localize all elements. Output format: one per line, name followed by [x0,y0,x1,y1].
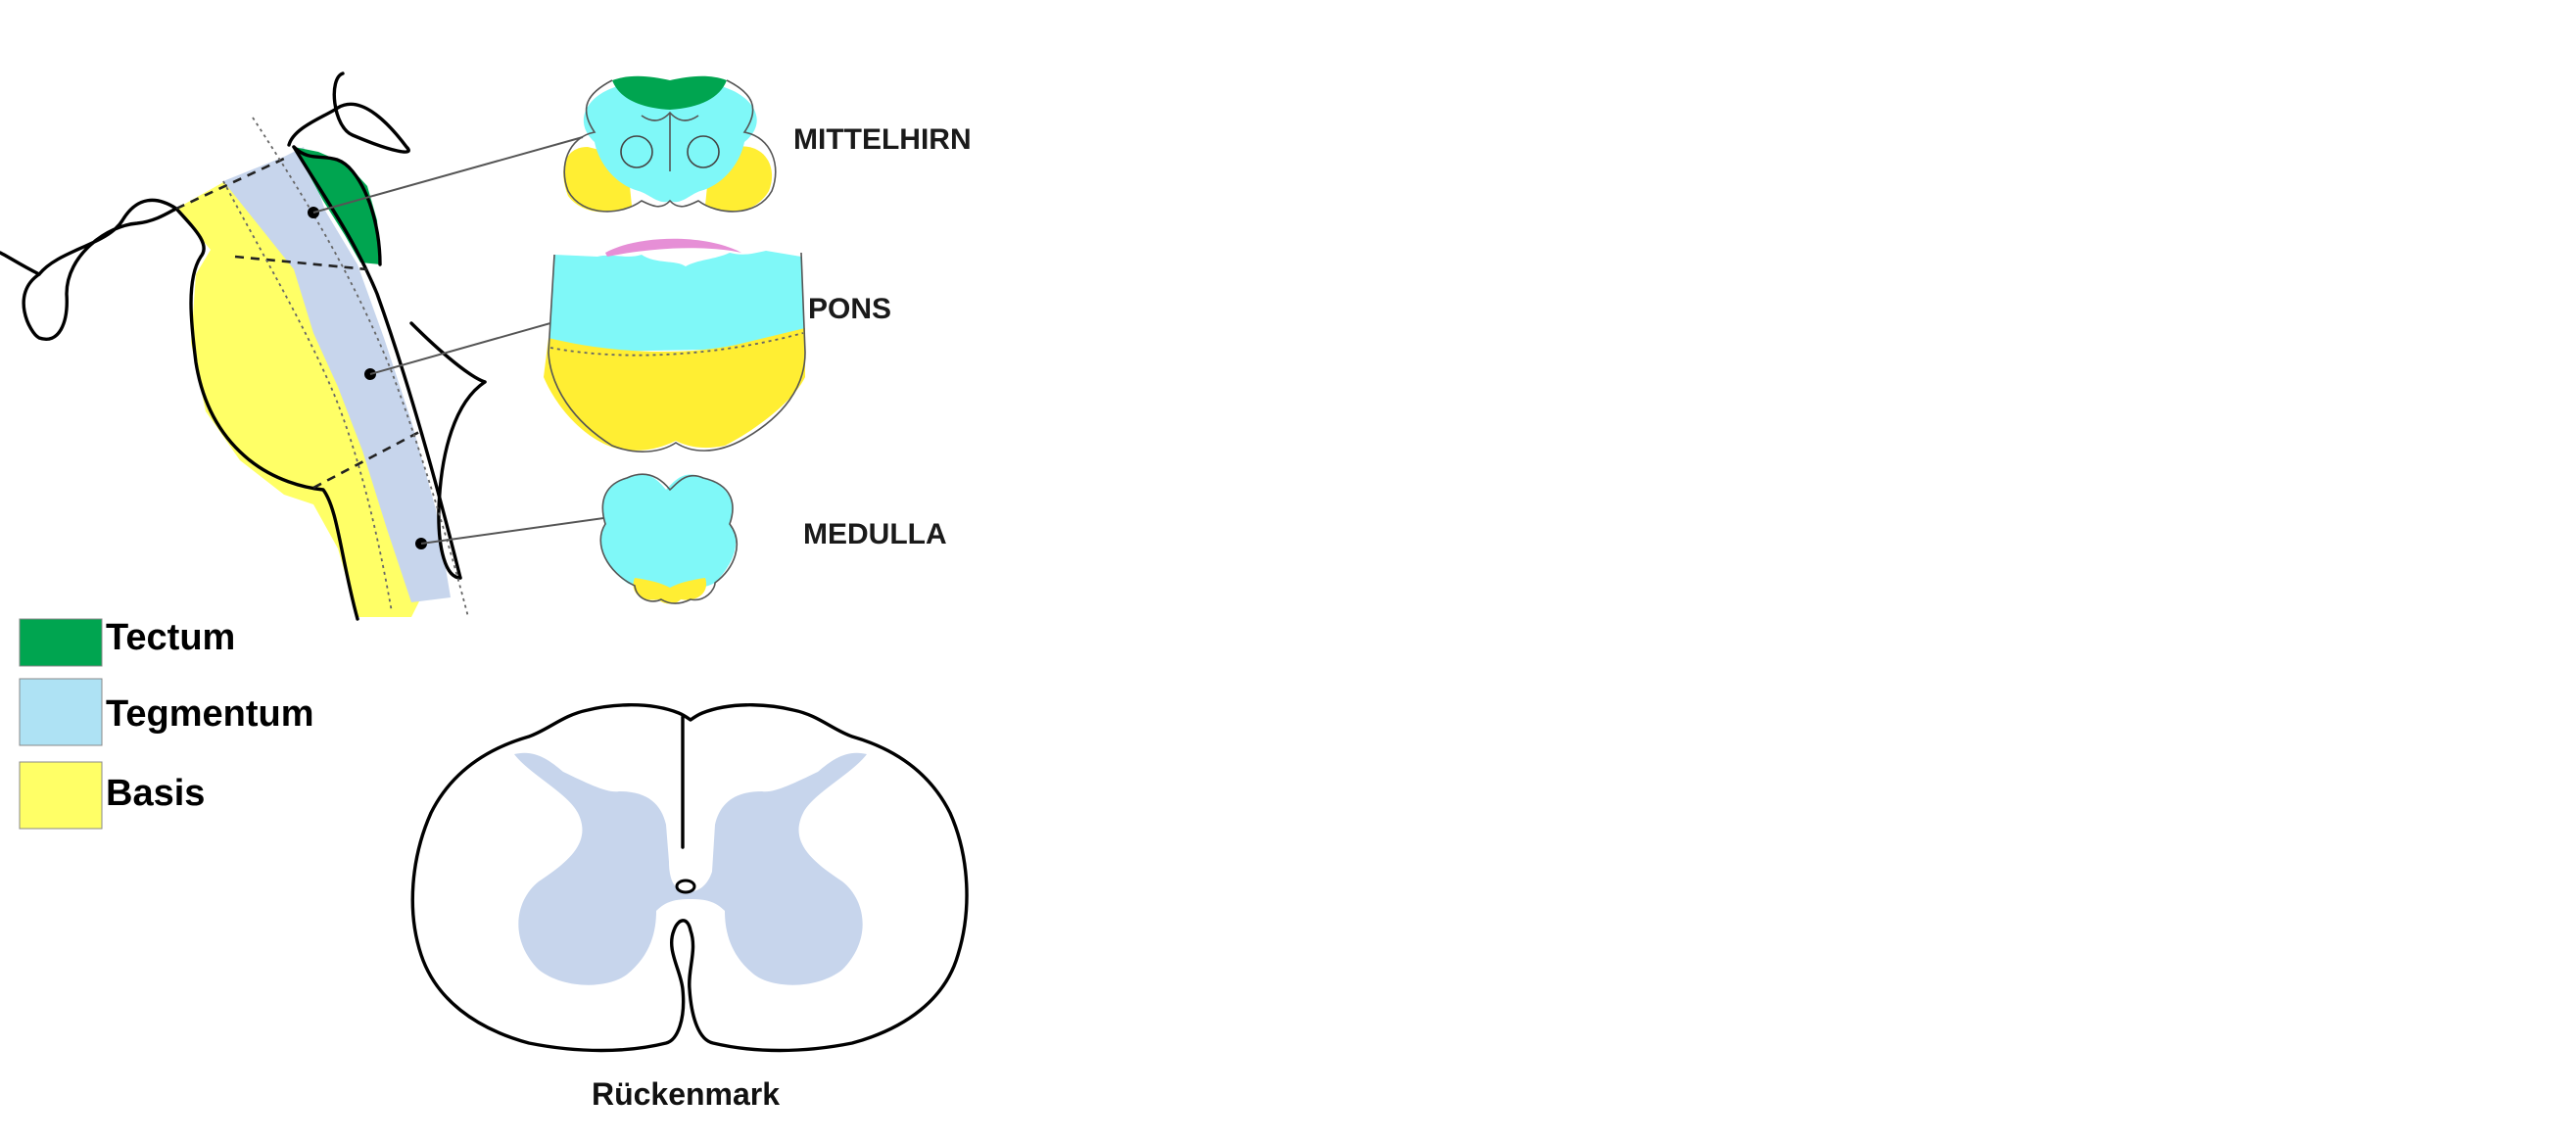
sagittal-tegmentum-region [223,147,451,602]
sagittal-outline-cerebellum-top [409,321,487,384]
midbrain-tectum [612,75,727,110]
midbrain-aqueduct-contour [641,111,699,171]
pons-section: PONS [544,238,891,452]
sagittal-outline-left [22,198,178,341]
sagittal-outline-tectum [292,145,382,266]
legend: Tectum Tegmentum Basis [19,617,314,830]
legend-swatch-tegmentum [19,678,103,746]
pons-outline [548,252,806,452]
pons-tegmentum [549,251,805,353]
boundary-posterior-dotted [252,117,469,618]
legend-swatch-basis [19,761,103,830]
spinal-cord-caption: Rückenmark [592,1076,780,1112]
sagittal-outline-posterior [292,145,462,580]
leader-line-midbrain [312,136,584,214]
pons-basis [544,328,805,451]
medulla-section: MEDULLA [599,473,947,604]
midbrain-outline [563,79,777,213]
label-midbrain: MITTELHIRN [793,123,972,156]
sagittal-outline-left-stub [0,251,41,276]
legend-swatch-tectum [19,618,103,667]
label-medulla: MEDULLA [803,518,947,550]
label-pons: PONS [808,293,891,325]
midbrain-red-nucleus-left [620,135,653,168]
boundary-midbrain-pons [234,255,368,271]
sagittal-basis-region [176,167,431,617]
pons-ventricle-floor [605,238,741,257]
legend-label-tegmentum: Tegmentum [106,693,314,735]
medulla-basis [633,578,707,604]
legend-label-tectum: Tectum [106,617,235,658]
spinal-cord-outline [410,703,969,1053]
sagittal-brainstem [0,71,633,621]
spinal-central-canal [675,879,696,894]
boundary-top [175,157,285,211]
sagittal-outline-anterior [174,207,359,621]
midbrain-red-nucleus-right [687,135,720,168]
sagittal-outline-cerebellum [437,380,487,580]
medulla-tegmentum [600,474,737,590]
boundary-pons-medulla [312,429,422,490]
boundary-tegmentum-basis [222,180,393,613]
spinal-cord-section: Rückenmark [410,703,969,1112]
medulla-outline [599,473,739,604]
midbrain-section: MITTELHIRN [563,75,972,213]
legend-label-basis: Basis [106,773,205,814]
pons-divider-dotted [549,332,804,357]
spinal-grey-matter [514,752,867,985]
sagittal-outline-upper [287,71,410,154]
leader-line-medulla [420,513,633,545]
